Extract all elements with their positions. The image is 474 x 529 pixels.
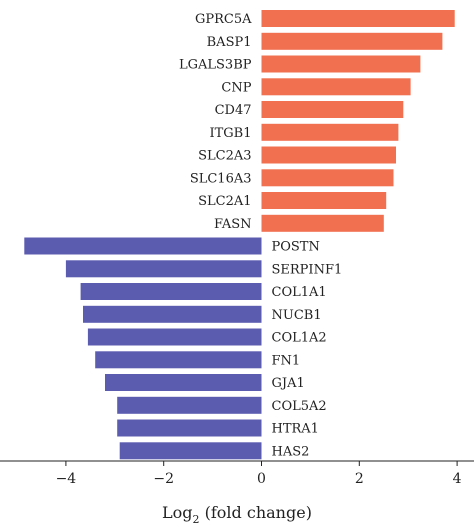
x-tick-label: 4 bbox=[453, 471, 462, 487]
bar-label-htra1: HTRA1 bbox=[272, 422, 319, 437]
bar-nucb1 bbox=[83, 305, 262, 323]
bar-htra1 bbox=[117, 419, 262, 437]
x-axis: −4 −2 0 2 4 bbox=[0, 460, 474, 487]
bar-label-basp1: BASP1 bbox=[207, 35, 252, 50]
bar-itgb1 bbox=[261, 123, 399, 141]
bar-cd47 bbox=[261, 101, 404, 118]
category-labels-group: GPRC5A BASP1 LGALS3BP CNP CD47 ITGB1 SLC2A3 SLC… bbox=[179, 12, 342, 459]
bar-has2 bbox=[119, 442, 262, 460]
bar-col1a2 bbox=[87, 328, 262, 346]
x-tick-label: 2 bbox=[355, 471, 364, 487]
bar-serpinf1 bbox=[65, 260, 262, 278]
bar-label-fn1: FN1 bbox=[272, 353, 301, 368]
x-tick-label: −4 bbox=[56, 471, 77, 487]
bar-fn1 bbox=[95, 351, 262, 369]
bar-label-col1a1: COL1A1 bbox=[272, 285, 327, 300]
bar-label-slc2a1: SLC2A1 bbox=[198, 194, 251, 209]
bar-fasn bbox=[261, 214, 384, 232]
bar-label-serpinf1: SERPINF1 bbox=[272, 262, 343, 277]
bars-group bbox=[24, 10, 455, 460]
bar-label-itgb1: ITGB1 bbox=[209, 126, 251, 141]
x-tick-label: 0 bbox=[257, 471, 266, 487]
bar-gprc5a bbox=[261, 10, 455, 27]
bar-label-cd47: CD47 bbox=[215, 103, 252, 118]
bar-label-nucb1: NUCB1 bbox=[272, 308, 322, 323]
bar-col5a2 bbox=[117, 396, 262, 414]
bar-label-has2: HAS2 bbox=[272, 444, 310, 459]
bar-slc2a1 bbox=[261, 192, 387, 209]
bar-postn bbox=[24, 237, 262, 255]
bar-label-postn: POSTN bbox=[272, 240, 320, 255]
bar-slc16a3 bbox=[261, 169, 394, 187]
bar-label-slc2a3: SLC2A3 bbox=[198, 149, 251, 164]
bar-col1a1 bbox=[80, 283, 262, 300]
bar-label-lgals3bp: LGALS3BP bbox=[179, 58, 252, 73]
bar-label-gja1: GJA1 bbox=[272, 376, 305, 391]
bar-gja1 bbox=[105, 374, 262, 391]
bar-label-gprc5a: GPRC5A bbox=[195, 12, 252, 27]
x-tick-label: −2 bbox=[153, 471, 174, 487]
bar-label-slc16a3: SLC16A3 bbox=[190, 171, 252, 186]
bar-label-cnp: CNP bbox=[221, 80, 251, 95]
bar-cnp bbox=[261, 78, 411, 96]
bar-basp1 bbox=[261, 32, 443, 50]
x-axis-title: Log2 (fold change) bbox=[162, 503, 312, 526]
bar-label-col5a2: COL5A2 bbox=[272, 399, 327, 414]
bar-label-col1a2: COL1A2 bbox=[272, 331, 327, 346]
bar-lgals3bp bbox=[261, 55, 421, 73]
bar-slc2a3 bbox=[261, 146, 396, 164]
bar-label-fasn: FASN bbox=[214, 217, 252, 232]
